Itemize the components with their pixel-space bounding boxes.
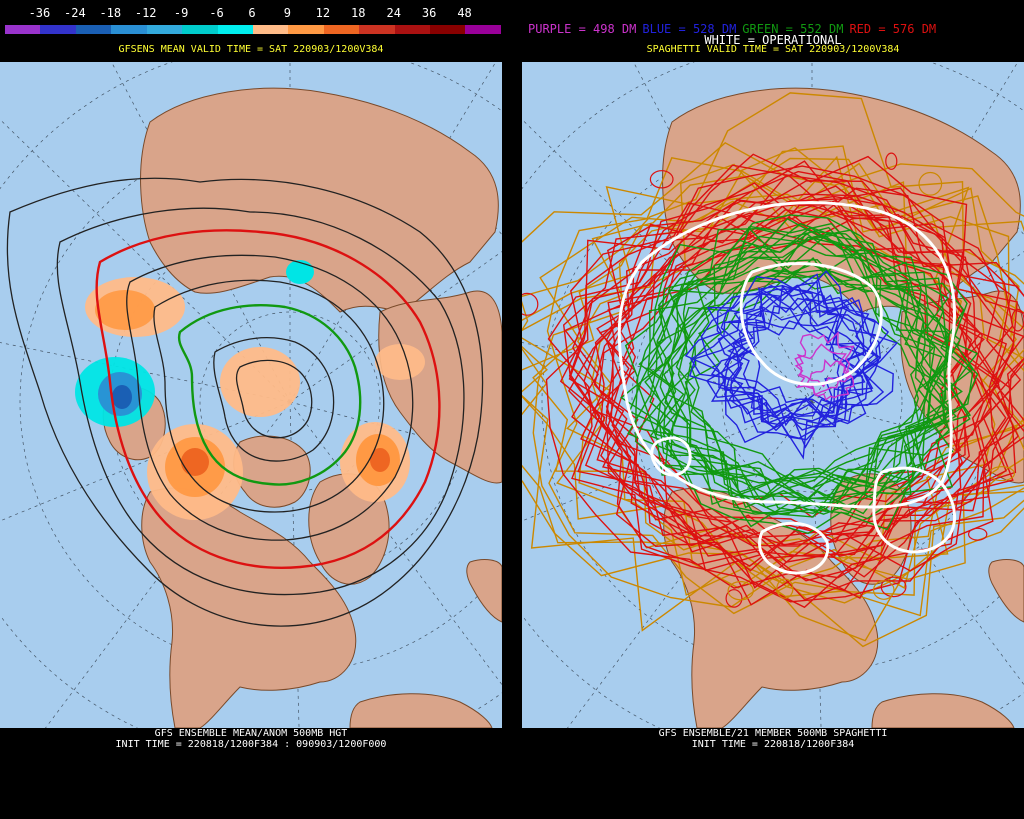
scale-tick-label: -18 (99, 6, 122, 20)
scale-swatch (323, 25, 360, 34)
scale-tick-label: 6 (248, 6, 256, 20)
scale-tick-label: 9 (283, 6, 292, 20)
ensemble-member-contour (568, 193, 1024, 601)
scale-swatch (394, 25, 431, 34)
legend-entry: PURPLE = 498 DM (528, 22, 637, 36)
scale-tick-label: 12 (315, 6, 331, 20)
spaghetti-panel: PURPLE = 498 DM BLUE = 528 DM GREEN = 552 … (522, 0, 1024, 819)
mean-map-svg (0, 62, 502, 728)
ensemble-member-contour (522, 141, 1024, 632)
ensemble-member-contour (628, 222, 972, 520)
ensemble-member-contour (522, 92, 1024, 648)
scale-swatch (5, 25, 41, 34)
scale-swatch (40, 25, 76, 34)
spaghetti-map-svg (522, 62, 1024, 728)
operational-legend: WHITE = OPERATIONAL (704, 33, 842, 47)
ensemble-member-contour (776, 578, 794, 599)
ensemble-member-contour (522, 145, 1024, 584)
ensemble-mean-panel: -36 -24 -18 -12 -9 -6 6 9 12 18 24 36 48 GFSENS MEAN… (0, 0, 502, 819)
land-masses (102, 87, 502, 728)
ensemble-member-contour (727, 581, 754, 601)
legend-entry: RED = 576 DM (849, 22, 937, 36)
ensemble-member-contour (545, 164, 1022, 592)
scale-swatch (146, 25, 183, 34)
scale-tick-label: -36 (28, 6, 51, 20)
ensemble-member-contour (624, 226, 948, 515)
operational-contours (617, 201, 957, 575)
scale-tick-label: 18 (351, 6, 366, 20)
scale-swatch (252, 25, 289, 34)
scale-tick-label: 36 (421, 6, 437, 20)
ensemble-member-contour (988, 466, 1015, 482)
spaghetti-valid-time: SPAGHETTI VALID TIME = SAT 220903/1200V3… (646, 44, 900, 55)
ensemble-member-contour (649, 257, 926, 489)
scale-swatch (75, 25, 112, 34)
ensemble-member-contour (644, 243, 955, 528)
ensemble-member-contour (872, 580, 895, 600)
scale-swatch (288, 25, 324, 34)
ensemble-member-contour (968, 527, 988, 541)
arctic-islands-land (233, 435, 311, 508)
ensemble-member-contour (690, 284, 864, 422)
scale-tick-label: -6 (209, 6, 224, 20)
scale-swatch (217, 25, 253, 34)
ensemble-member-contour (880, 576, 907, 598)
ensemble-member-contour (568, 199, 985, 546)
ensemble-member-contour (725, 589, 743, 608)
ensemble-member-contour (649, 170, 674, 189)
spaghetti-legend: PURPLE = 498 DM BLUE = 528 DM GREEN = 552 … (528, 22, 1024, 36)
anomaly-color-scale: -36 -24 -18 -12 -9 -6 6 9 12 18 24 36 48 (4, 0, 502, 40)
ensemble-member-contour (658, 261, 963, 509)
ensemble-member-contour (730, 290, 880, 421)
ensemble-member-contour (885, 152, 898, 170)
scale-tick-labels: -36 -24 -18 -12 -9 -6 6 9 12 18 24 36 48 (4, 6, 500, 20)
mean-anomaly-map (0, 62, 502, 728)
ensemble-member-contour (562, 153, 1024, 589)
ensemble-member-contour (637, 226, 952, 505)
scale-swatches (4, 24, 502, 35)
europe-land (378, 290, 502, 484)
asia-land (140, 87, 499, 313)
mean-footer: GFS ENSEMBLE MEAN/ANOM 500MB HGT INIT TI… (0, 728, 502, 750)
ensemble-member-contour (572, 180, 1024, 606)
scale-swatch (430, 25, 466, 34)
ensemble-member-contour (689, 257, 958, 518)
south-america-land (349, 693, 493, 728)
panel-divider (502, 0, 522, 819)
africa-land (466, 559, 502, 623)
ensemble-member-contour (710, 320, 860, 441)
scale-swatch (465, 25, 501, 34)
height-contours (6, 177, 484, 627)
scale-tick-label: -24 (64, 6, 86, 20)
mean-valid-time: GFSENS MEAN VALID TIME = SAT 220903/1200… (118, 44, 384, 55)
mean-footer-init: INIT TIME = 220818/1200F384 : 090903/120… (115, 739, 387, 750)
ensemble-member-contour (659, 270, 947, 501)
ensemble-member-contour (918, 171, 943, 196)
mean-footer-title: GFS ENSEMBLE MEAN/ANOM 500MB HGT (154, 728, 348, 739)
scale-tick-label: 48 (457, 6, 472, 20)
spaghetti-footer-init: INIT TIME = 220818/1200F384 (691, 739, 855, 750)
north-america-land (141, 487, 357, 728)
ensemble-member-contour (547, 187, 1014, 603)
scale-swatch (111, 25, 147, 34)
ensemble-member-contour (605, 182, 1024, 582)
scale-tick-label: -12 (134, 6, 157, 20)
spaghetti-footer: GFS ENSEMBLE/21 MEMBER 500MB SPAGHETTI I… (522, 728, 1024, 750)
spaghetti-map (522, 62, 1024, 728)
scale-tick-label: 24 (386, 6, 401, 20)
legend-entry: GREEN = 552 DM (742, 22, 844, 36)
ensemble-member-contour (522, 292, 539, 316)
legend-entry: BLUE = 528 DM (642, 22, 737, 36)
spaghetti-footer-title: GFS ENSEMBLE/21 MEMBER 500MB SPAGHETTI (658, 728, 888, 739)
scale-swatch (359, 25, 395, 34)
ensemble-member-contour (662, 230, 953, 490)
scale-tick-label: -9 (173, 6, 189, 20)
scale-swatch (182, 25, 218, 34)
ensemble-member-contour (559, 174, 1000, 579)
ensemble-member-contour (564, 185, 1007, 563)
ensemble-member-contour (805, 358, 855, 401)
ensemble-member-contour (794, 343, 854, 396)
